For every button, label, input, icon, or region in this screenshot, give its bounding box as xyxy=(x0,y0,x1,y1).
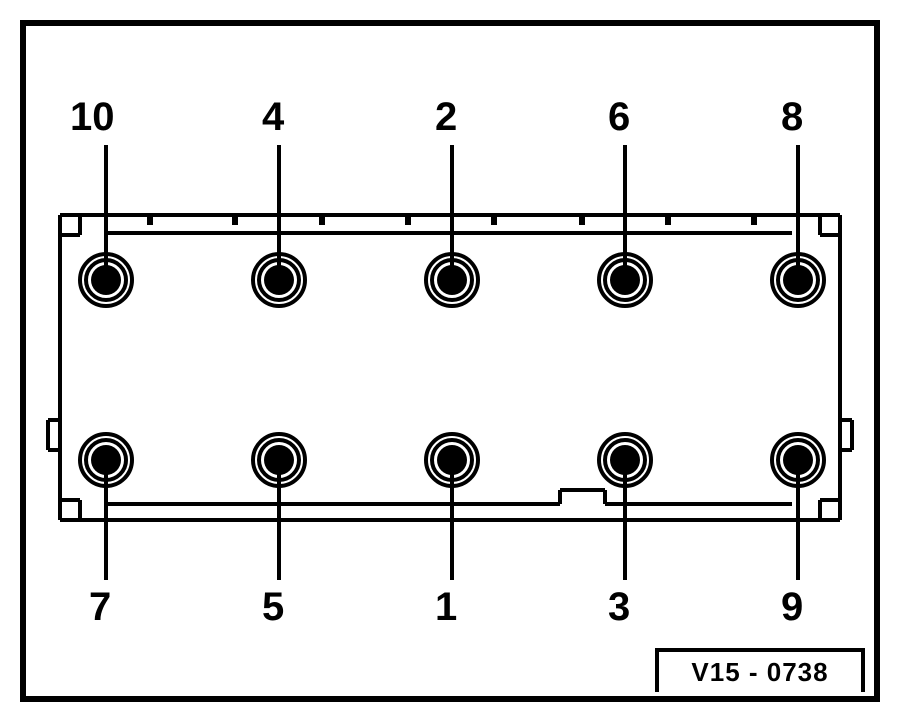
bolt-label-3: 3 xyxy=(608,585,630,630)
leader-line xyxy=(450,472,454,580)
outline-segment xyxy=(60,498,80,502)
outline-segment xyxy=(605,502,792,506)
leader-line xyxy=(796,145,800,268)
outline-notch xyxy=(665,215,671,225)
bolt-core xyxy=(437,265,467,295)
bolt-core xyxy=(264,445,294,475)
outline-notch xyxy=(405,215,411,225)
outline-segment xyxy=(818,215,822,235)
outline-segment xyxy=(78,215,82,235)
bolt-core xyxy=(91,265,121,295)
outline-notch xyxy=(232,215,238,225)
reference-code-text: V15 - 0738 xyxy=(691,657,828,688)
outline-segment xyxy=(46,420,50,450)
outline-notch xyxy=(579,215,585,225)
bolt-core xyxy=(264,265,294,295)
outline-segment xyxy=(820,233,840,237)
bolt-core xyxy=(783,265,813,295)
bolt-core xyxy=(783,445,813,475)
outline-notch xyxy=(491,215,497,225)
bolt-label-8: 8 xyxy=(781,95,803,140)
outline-segment xyxy=(58,215,62,520)
bolt-core xyxy=(437,445,467,475)
outline-notch xyxy=(147,215,153,225)
bolt-label-6: 6 xyxy=(608,95,630,140)
leader-line xyxy=(450,145,454,268)
outline-segment xyxy=(840,448,852,452)
leader-line xyxy=(277,472,281,580)
bolt-label-7: 7 xyxy=(89,585,111,630)
outline-segment xyxy=(818,500,822,520)
outline-segment xyxy=(838,215,842,520)
leader-line xyxy=(796,472,800,580)
bolt-label-2: 2 xyxy=(435,95,457,140)
bolt-label-10: 10 xyxy=(70,95,115,140)
outline-segment xyxy=(60,233,80,237)
outline-segment xyxy=(48,448,60,452)
leader-line xyxy=(104,472,108,580)
outline-segment xyxy=(108,502,560,506)
bolt-label-1: 1 xyxy=(435,585,457,630)
leader-line xyxy=(623,472,627,580)
bolt-core xyxy=(610,445,640,475)
bolt-core xyxy=(610,265,640,295)
outline-segment xyxy=(558,490,562,504)
leader-line xyxy=(104,145,108,268)
bolt-label-5: 5 xyxy=(262,585,284,630)
outline-segment xyxy=(78,500,82,520)
outline-segment xyxy=(820,498,840,502)
outline-notch xyxy=(319,215,325,225)
outline-segment xyxy=(850,420,854,450)
outline-segment xyxy=(560,488,605,492)
bolt-label-9: 9 xyxy=(781,585,803,630)
outline-notch xyxy=(751,215,757,225)
leader-line xyxy=(277,145,281,268)
reference-code-box: V15 - 0738 xyxy=(655,648,865,692)
bolt-label-4: 4 xyxy=(262,95,284,140)
bolt-core xyxy=(91,445,121,475)
diagram-canvas: 10 4 2 6 8 7 5 1 3 9 V15 - 0738 xyxy=(0,0,900,722)
leader-line xyxy=(623,145,627,268)
